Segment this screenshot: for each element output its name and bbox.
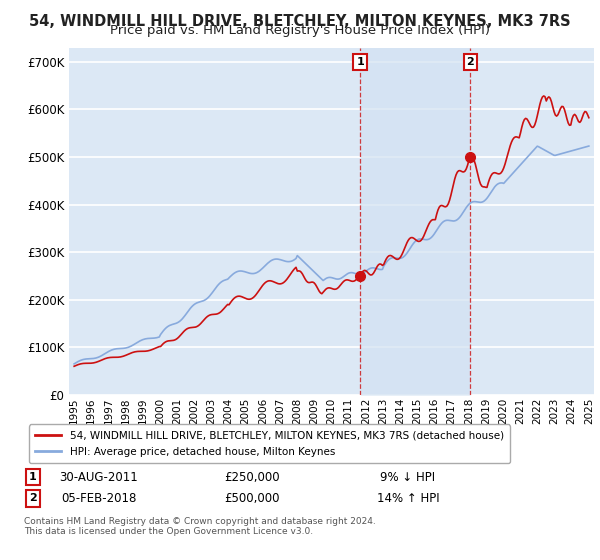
Text: 54, WINDMILL HILL DRIVE, BLETCHLEY, MILTON KEYNES, MK3 7RS: 54, WINDMILL HILL DRIVE, BLETCHLEY, MILT…: [29, 14, 571, 29]
Text: 05-FEB-2018: 05-FEB-2018: [61, 492, 137, 505]
Text: 9% ↓ HPI: 9% ↓ HPI: [380, 470, 436, 484]
Text: 2: 2: [29, 493, 37, 503]
Text: 1: 1: [356, 57, 364, 67]
Text: 30-AUG-2011: 30-AUG-2011: [59, 470, 139, 484]
Text: This data is licensed under the Open Government Licence v3.0.: This data is licensed under the Open Gov…: [24, 528, 313, 536]
Text: 2: 2: [467, 57, 475, 67]
Text: £250,000: £250,000: [224, 470, 280, 484]
Text: Contains HM Land Registry data © Crown copyright and database right 2024.: Contains HM Land Registry data © Crown c…: [24, 517, 376, 526]
Bar: [360, 48, 470, 395]
Legend: 54, WINDMILL HILL DRIVE, BLETCHLEY, MILTON KEYNES, MK3 7RS (detached house), HPI: 54, WINDMILL HILL DRIVE, BLETCHLEY, MILT…: [29, 424, 510, 463]
Text: Price paid vs. HM Land Registry's House Price Index (HPI): Price paid vs. HM Land Registry's House …: [110, 24, 490, 36]
Text: 14% ↑ HPI: 14% ↑ HPI: [377, 492, 439, 505]
Text: 1: 1: [29, 472, 37, 482]
Text: £500,000: £500,000: [224, 492, 280, 505]
